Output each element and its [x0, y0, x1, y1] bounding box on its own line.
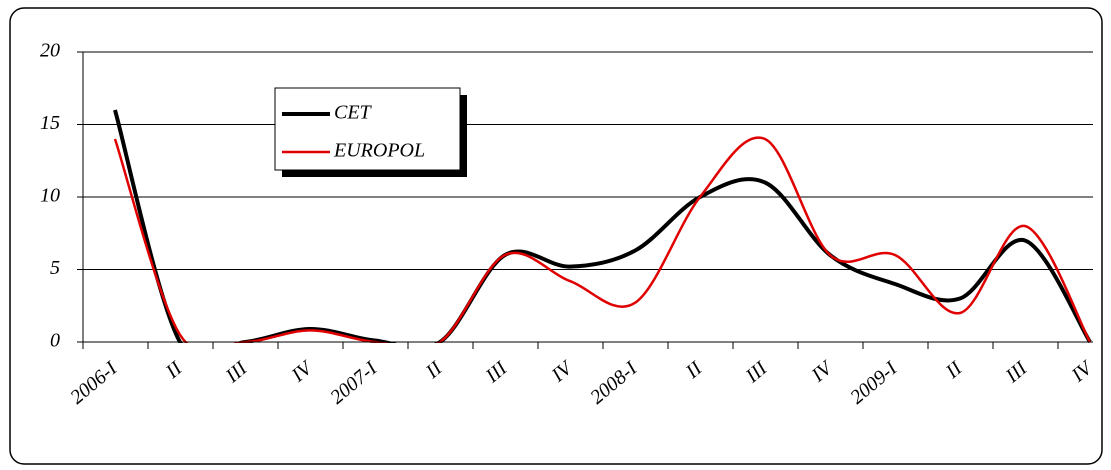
y-tick-label: 20 — [40, 40, 60, 62]
y-tick-label: 0 — [50, 330, 60, 352]
series-line — [113, 136, 1092, 343]
legend-label: CET — [334, 102, 373, 124]
y-tick-label: 15 — [40, 112, 60, 134]
y-tick-label: 10 — [40, 185, 60, 207]
legend-label: EUROPOL — [333, 140, 425, 162]
y-tick-label: 5 — [50, 257, 60, 279]
chart-frame — [9, 7, 1103, 465]
legend-box — [274, 87, 461, 171]
